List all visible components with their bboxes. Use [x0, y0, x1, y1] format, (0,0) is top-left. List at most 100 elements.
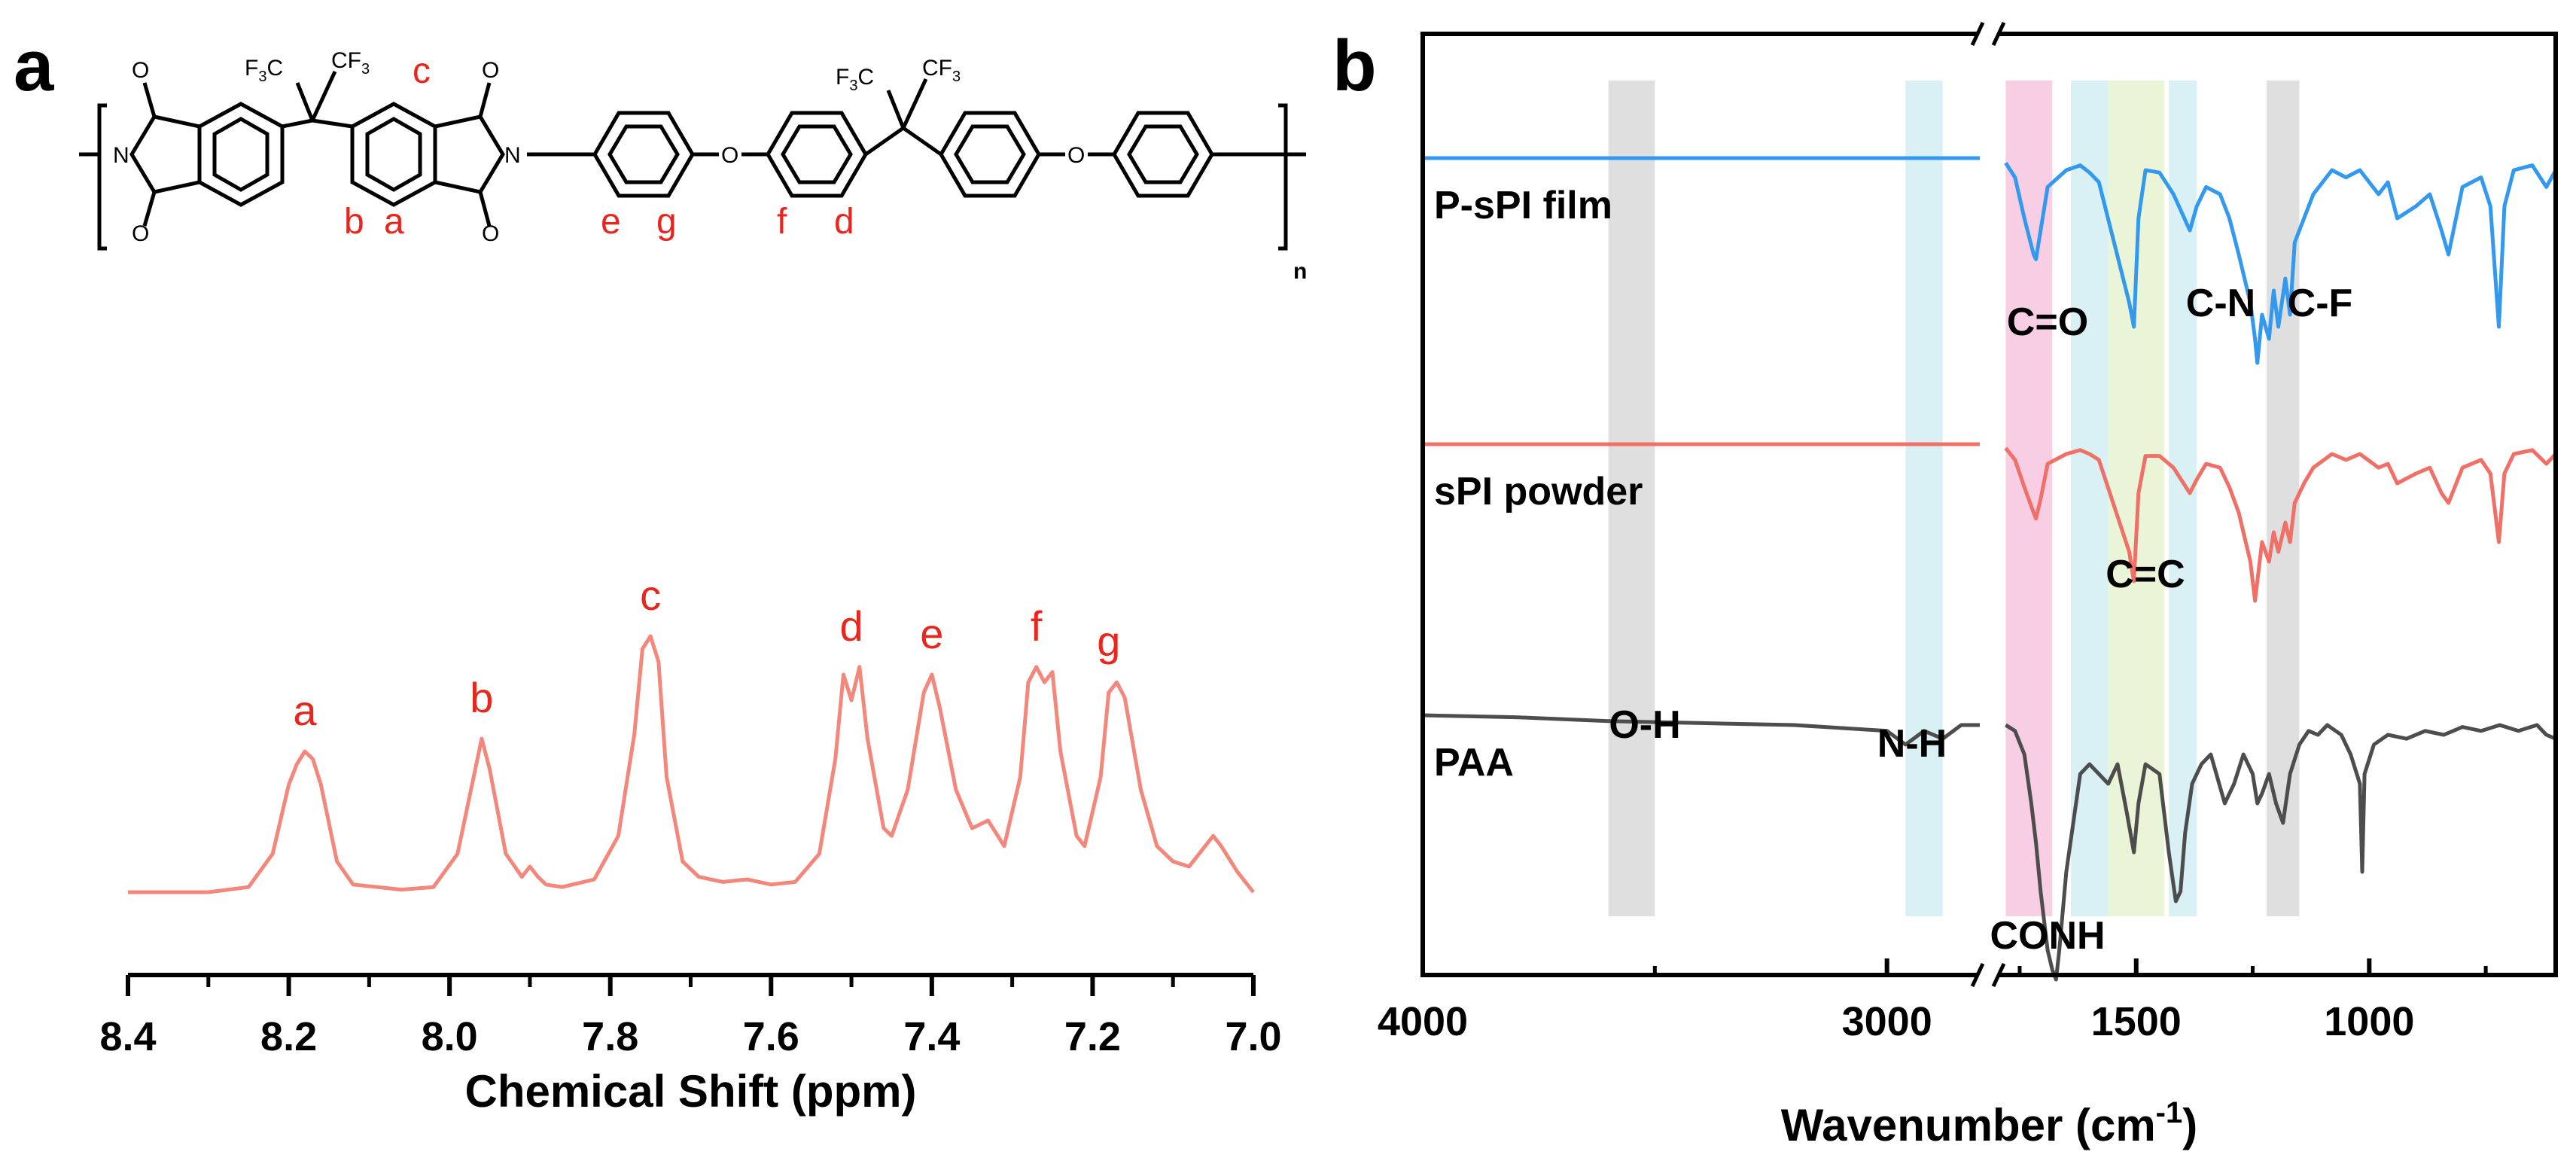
atom-o-ether-2: O	[1067, 143, 1085, 168]
ir-x-axis-title-sup: -1	[2156, 1096, 2183, 1129]
atom-cf3-1: F3C	[245, 56, 283, 85]
atom-n-1: N	[113, 143, 129, 168]
ir-plot: P-sPI film sPI powder PAA O-H N-H C=O CONH C=C C…	[1378, 21, 2558, 1150]
ir-band-1	[1905, 81, 1943, 916]
atom-cf3-4: CF3	[922, 56, 961, 85]
panel-b: b P-sPI film sPI powder PAA O-H N-H C=O CONH C=…	[1332, 21, 2558, 1150]
struct-label-a: a	[384, 202, 404, 242]
ir-x-axis-title: Wavenumber (cm-1)	[1781, 1096, 2197, 1150]
atom-n-2: N	[504, 143, 521, 168]
bond-cf3-4	[901, 78, 928, 129]
ir-series-line-0-seg2	[2004, 162, 2558, 365]
ir-break-gap-bottom	[1977, 967, 1999, 983]
atom-o-3: O	[482, 58, 499, 83]
ir-band-label-c=o: C=O	[2007, 300, 2088, 344]
atom-o-4: O	[482, 221, 499, 246]
struct-label-c: c	[413, 51, 431, 91]
nmr-x-axis-title: Chemical Shift (ppm)	[464, 1066, 916, 1117]
bond-c2	[312, 118, 353, 129]
ir-band-label-c-n: C-N	[2186, 282, 2255, 325]
struct-label-f: f	[777, 202, 787, 242]
repeat-subscript: n	[1293, 259, 1307, 284]
nmr-spectrum-line	[128, 634, 1255, 894]
ir-break-mark-0-a	[1970, 21, 1985, 47]
bond-cf3-3	[886, 90, 906, 129]
ir-band-label-n-h: N-H	[1877, 722, 1947, 766]
benzene-ring-6-inner	[1127, 124, 1199, 184]
carbonyl-1a	[142, 82, 157, 117]
ir-break-mark-1-a	[1970, 962, 1985, 988]
bond-c4	[902, 126, 942, 157]
nmr-peak-label-f: f	[1031, 602, 1043, 650]
panel-a-letter: a	[14, 26, 54, 106]
panel-b-letter: b	[1332, 26, 1377, 106]
structure-bracket-left	[97, 103, 107, 251]
atom-o-ether-1: O	[721, 143, 738, 168]
atom-o-2: O	[132, 221, 149, 246]
nmr-peak-label-g: g	[1097, 617, 1120, 665]
panel-a: a	[14, 26, 1307, 1117]
structure-bracket-right	[1278, 103, 1288, 251]
ir-series-label-1: sPI powder	[1434, 470, 1643, 513]
structure-proton-labels: c b a e g f d	[344, 51, 854, 242]
ir-band-3	[2042, 81, 2053, 916]
nmr-x-tick-label-6: 7.2	[1064, 1014, 1121, 1059]
struct-label-b: b	[344, 202, 364, 242]
nmr-x-tick-label-7: 7.0	[1225, 1014, 1281, 1059]
atom-cf3-2: CF3	[331, 48, 370, 78]
benzene-ring-1-inner	[212, 117, 269, 192]
benzene-ring-1	[197, 102, 285, 207]
ir-x-tick-label-1: 3000	[1842, 999, 1932, 1044]
nmr-peak-label-c: c	[640, 571, 661, 619]
ir-series-line-2-seg2	[2005, 723, 2556, 982]
struct-label-e: e	[601, 202, 621, 242]
nmr-peak-label-e: e	[920, 610, 943, 657]
ir-x-tick-label-0: 4000	[1378, 999, 1468, 1044]
atom-cf3-3: F3C	[836, 65, 874, 94]
nmr-plot: a b c d e f g 8.4 8.2 8.0 7.8 7.6 7.4 7.2 7.0 Chemical …	[99, 571, 1281, 1117]
carbonyl-2a	[478, 82, 492, 117]
ir-break-mark-0-b	[1991, 21, 2006, 47]
carbonyl-2b	[478, 191, 492, 227]
ir-band-label-o-h: O-H	[1609, 703, 1680, 747]
struct-label-g: g	[656, 202, 677, 242]
ir-band-label-conh: CONH	[1990, 914, 2105, 958]
imide-ring-1	[129, 114, 202, 194]
structure-atoms: O O N O O N O O F3C CF3 F3C CF3 n	[113, 48, 1307, 284]
ir-band-label-c=c: C=C	[2106, 553, 2185, 596]
imide-ring-2	[434, 114, 505, 194]
nmr-x-tick-label-4: 7.6	[743, 1014, 799, 1059]
ir-band-0	[1608, 81, 1655, 916]
ir-band-label-c-f: C-F	[2288, 282, 2353, 325]
bond-cf3-2	[310, 70, 337, 122]
ir-x-tick-label-3: 1000	[2324, 999, 2414, 1044]
benzene-ring-2-inner	[365, 117, 422, 192]
bond-c1	[282, 118, 313, 129]
ir-series-line-1-seg2	[2004, 446, 2557, 603]
struct-label-d: d	[834, 202, 854, 242]
ir-series-line-2-seg1	[1422, 713, 1980, 747]
ir-band-5	[2108, 81, 2164, 916]
ir-x-axis-title-suffix: )	[2182, 1100, 2197, 1150]
nmr-peak-label-b: b	[470, 674, 493, 721]
ir-break-mark-1-b	[1991, 962, 2006, 988]
ir-series-label-0: P-sPI film	[1434, 184, 1612, 227]
carbonyl-1b	[142, 191, 157, 227]
bond-c3	[864, 126, 905, 157]
ir-series-label-2: PAA	[1434, 741, 1514, 785]
nmr-x-tick-label-3: 7.8	[582, 1014, 638, 1059]
nmr-x-tick-label-2: 8.0	[422, 1014, 478, 1059]
benzene-ring-4-inner	[781, 124, 853, 184]
nmr-x-tick-label-1: 8.2	[260, 1014, 317, 1059]
ir-break-gap-top	[1977, 26, 1999, 41]
nmr-peak-label-a: a	[293, 687, 317, 734]
nmr-x-tick-label-0: 8.4	[99, 1014, 156, 1059]
chemical-structure	[79, 70, 1306, 251]
ir-band-7	[2267, 81, 2300, 916]
ir-x-tick-label-2: 1500	[2091, 999, 2182, 1044]
benzene-ring-5-inner	[954, 124, 1026, 184]
nmr-x-tick-label-5: 7.4	[903, 1014, 960, 1059]
atom-o-1: O	[132, 58, 149, 83]
ir-x-axis-title-main: Wavenumber (cm	[1781, 1100, 2156, 1150]
